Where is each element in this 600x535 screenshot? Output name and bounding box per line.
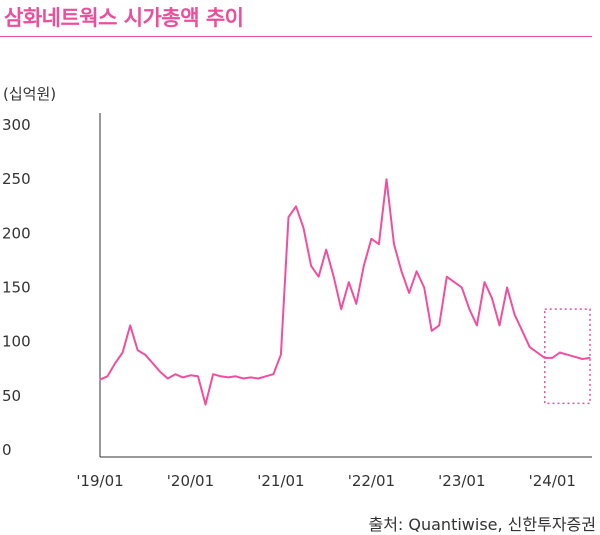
data-point	[99, 379, 101, 381]
data-point	[574, 356, 576, 358]
data-point	[483, 281, 486, 283]
data-point	[416, 270, 418, 272]
data-point	[529, 346, 531, 348]
data-point	[491, 297, 493, 299]
data-point	[498, 324, 501, 326]
chart-title: 삼화네트웍스 시가총액 추이	[4, 6, 244, 30]
data-point	[521, 330, 523, 332]
data-point	[370, 238, 372, 240]
data-point	[318, 276, 320, 278]
y-tick-label: 150	[2, 279, 31, 297]
series-line	[99, 178, 591, 406]
data-point	[400, 270, 403, 272]
data-point	[159, 371, 161, 373]
y-tick-label: 200	[2, 224, 31, 242]
data-point	[295, 205, 297, 207]
series-points	[99, 178, 591, 406]
data-point	[348, 281, 350, 283]
y-tick-label: 0	[2, 441, 12, 459]
data-point	[272, 373, 274, 375]
data-point	[461, 286, 463, 289]
data-point	[144, 354, 146, 356]
data-point	[340, 308, 342, 310]
data-point	[581, 358, 584, 360]
data-point	[242, 377, 244, 380]
data-point	[220, 375, 222, 377]
data-point	[152, 362, 154, 364]
data-point	[438, 324, 440, 326]
x-axis-ticks: '19/01 '20/01 '21/01 '22/01 '23/01 '24/01	[76, 472, 576, 490]
highlight-box	[544, 308, 591, 405]
data-point	[385, 178, 388, 180]
x-tick-label: '20/01	[167, 472, 214, 490]
x-tick-label: '19/01	[76, 472, 123, 490]
data-point	[408, 292, 410, 294]
data-point	[204, 403, 207, 406]
y-tick-label: 300	[2, 116, 31, 134]
data-point	[137, 349, 139, 351]
data-point	[453, 281, 455, 283]
title-divider	[0, 36, 592, 37]
data-point	[129, 324, 131, 326]
source-note: 출처: Quantiwise, 신한투자증권	[368, 515, 596, 534]
data-point	[476, 324, 478, 326]
data-point	[544, 357, 546, 359]
x-tick-label: '21/01	[257, 472, 304, 490]
data-point	[551, 357, 553, 359]
y-tick-label: 250	[2, 170, 31, 188]
data-point	[333, 276, 335, 278]
data-point	[302, 227, 305, 229]
data-point	[355, 303, 357, 305]
data-point	[189, 374, 192, 376]
data-point	[257, 377, 259, 380]
data-point	[423, 286, 425, 289]
data-point	[566, 354, 569, 356]
data-point	[431, 330, 433, 332]
data-point	[250, 376, 252, 378]
data-point	[197, 375, 199, 377]
y-tick-label: 50	[2, 387, 21, 405]
data-point	[174, 373, 176, 375]
data-point	[325, 249, 327, 251]
data-point	[122, 351, 124, 354]
data-point	[514, 314, 516, 316]
y-axis-ticks: 0 50 100 150 200 250 300	[2, 116, 31, 459]
data-point	[114, 362, 116, 364]
data-point	[106, 375, 109, 377]
data-point	[265, 375, 267, 377]
data-point	[280, 354, 282, 356]
data-point	[227, 376, 229, 378]
data-point	[393, 243, 395, 245]
data-point	[212, 373, 214, 375]
data-point	[378, 243, 380, 245]
data-point	[446, 276, 448, 278]
x-tick-label: '23/01	[438, 472, 485, 490]
data-point	[310, 265, 312, 267]
data-point	[235, 375, 237, 377]
x-tick-label: '22/01	[348, 472, 395, 490]
y-axis-unit-label: (십억원)	[3, 85, 57, 103]
data-point	[182, 376, 184, 378]
data-point	[536, 351, 538, 354]
data-point	[506, 286, 508, 289]
y-tick-label: 100	[2, 333, 31, 351]
data-point	[589, 357, 591, 359]
data-point	[468, 308, 470, 310]
data-point	[559, 351, 561, 354]
x-tick-label: '24/01	[529, 472, 576, 490]
data-point	[363, 265, 365, 267]
data-point	[167, 377, 169, 380]
data-point	[287, 216, 290, 218]
